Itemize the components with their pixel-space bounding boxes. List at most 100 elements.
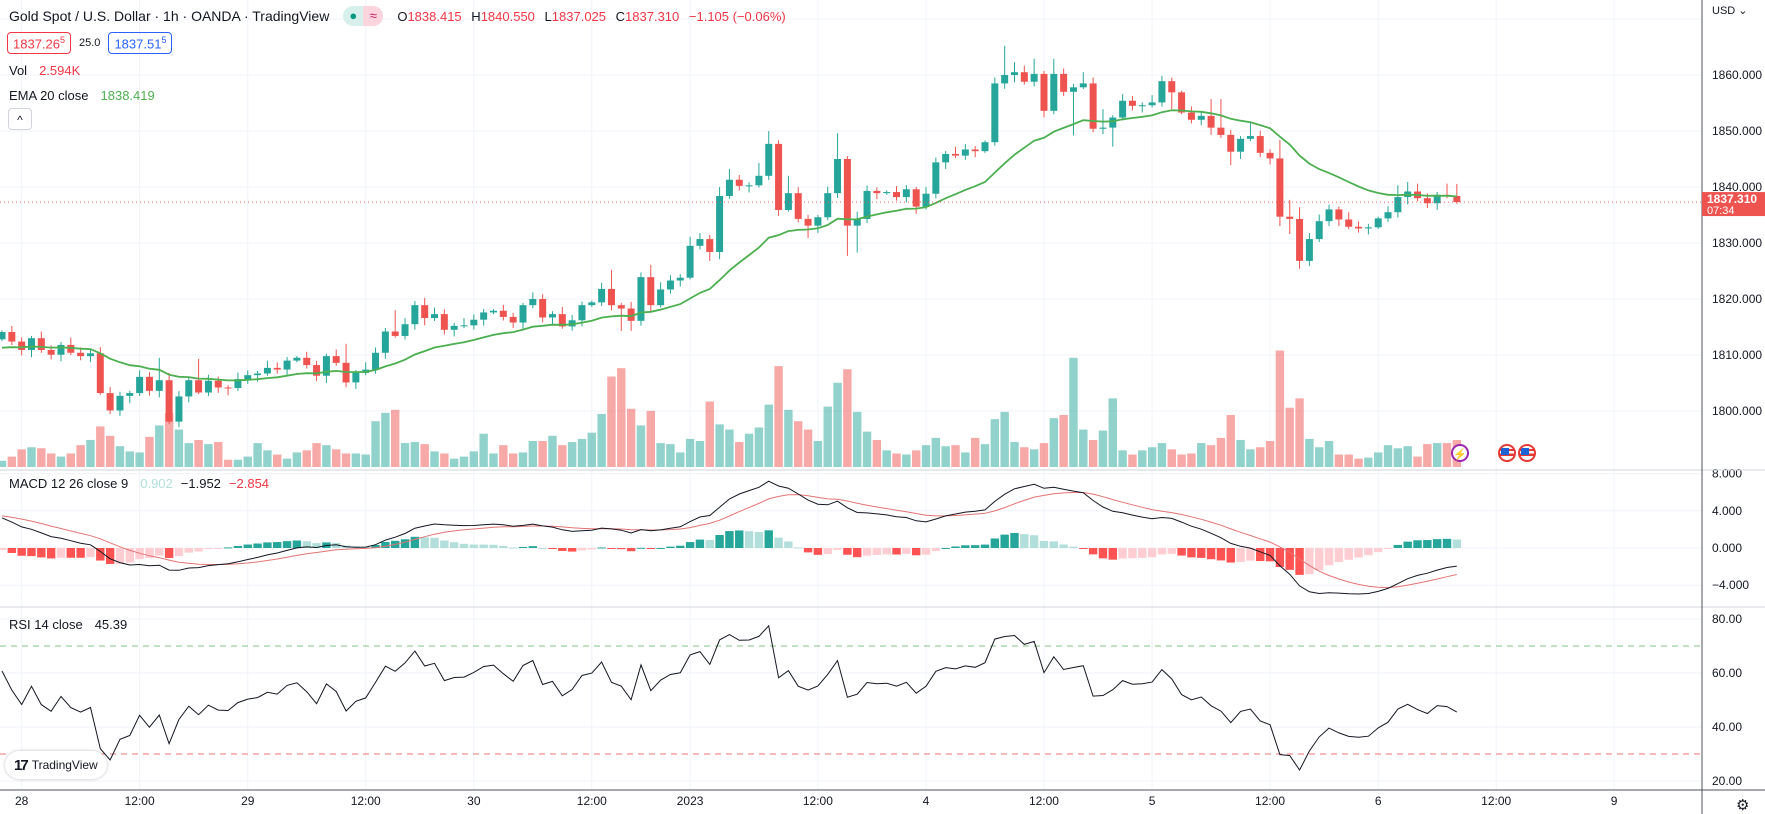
candle [450, 322, 458, 337]
macd-line [1, 480, 1457, 595]
high-label: H [471, 8, 481, 24]
volume-bar [1344, 454, 1353, 467]
candle-body [1276, 158, 1284, 217]
buy-button[interactable]: 1837.515 [108, 32, 173, 55]
currency-selector[interactable]: USD ⌄ [1712, 4, 1748, 17]
candle [8, 326, 16, 346]
candle-body [863, 190, 871, 219]
volume-bar [164, 412, 174, 467]
candle [195, 358, 203, 395]
sell-button[interactable]: 1837.265 [7, 32, 72, 55]
volume-bar [351, 453, 361, 467]
macd-histogram-bar [0, 548, 7, 550]
candle [37, 331, 45, 353]
macd-histogram-bar [27, 548, 36, 557]
candle-body [529, 299, 537, 306]
sell-price-pip: 5 [60, 35, 66, 45]
volume-bar [617, 368, 626, 467]
macd-histogram-bar [449, 542, 459, 548]
candle-body [18, 341, 26, 350]
candle [755, 162, 763, 188]
macd-histogram-bar [37, 548, 46, 558]
change-value: −1.105 (−0.06%) [688, 8, 786, 24]
macd-histogram-bar [764, 530, 773, 548]
candle-body [558, 314, 566, 327]
candle-body [1394, 197, 1402, 213]
candle [1060, 68, 1068, 96]
candle [440, 309, 448, 335]
macd-histogram-bar [597, 547, 606, 549]
volume-bar [1256, 447, 1265, 467]
candle-body [755, 175, 763, 186]
candle-body [96, 353, 104, 394]
volume-legend[interactable]: Vol 2.594K [9, 63, 80, 78]
macd-histogram-bar [695, 539, 705, 548]
macd-signal-line [1, 492, 1457, 589]
candle [342, 343, 350, 388]
event-lightning-icon[interactable]: ⚡ [1451, 444, 1469, 462]
volume-bar [0, 460, 7, 467]
macd-histogram-bar [1256, 548, 1265, 562]
ema-legend[interactable]: EMA 20 close 1838.419 [9, 88, 155, 103]
candle [1119, 94, 1127, 121]
candle-body [8, 332, 16, 342]
candle [804, 214, 812, 238]
candle-body [126, 393, 134, 396]
tradingview-logo[interactable]: 17 TradingView [5, 751, 107, 779]
macd-histogram-bar [56, 548, 66, 558]
open-label: O [397, 8, 408, 24]
candle [1040, 70, 1048, 118]
volume-bar [282, 458, 292, 467]
candle-body [1364, 227, 1372, 229]
candle [303, 351, 311, 369]
macd-histogram-bar [302, 541, 311, 548]
collapse-legend-button[interactable]: ^ [8, 108, 32, 130]
candle [893, 186, 901, 201]
candle-body [1040, 73, 1048, 111]
candle-body [86, 353, 94, 357]
rsi-axis-label: 80.00 [1712, 612, 1742, 626]
volume-bar [341, 453, 351, 467]
candle [1453, 183, 1461, 204]
macd-histogram-bar [567, 548, 577, 552]
rsi-legend[interactable]: RSI 14 close 45.39 [9, 617, 127, 632]
candle-body [981, 142, 989, 152]
chevron-down-icon: ⌄ [1738, 5, 1748, 17]
candle [598, 282, 606, 306]
candle [942, 151, 950, 169]
volume-bar [499, 445, 508, 467]
macd-legend[interactable]: MACD 12 26 close 9 0.902 −1.952 −2.854 [9, 476, 269, 491]
volume-bar [263, 450, 272, 467]
macd-histogram-bar [76, 548, 85, 558]
candle-body [539, 299, 547, 318]
candle-body [1296, 218, 1304, 261]
candle-body [440, 314, 448, 330]
volume-bar [1354, 458, 1363, 467]
candle-body [775, 143, 783, 210]
market-open-icon[interactable]: ● [343, 6, 364, 26]
candle-body [588, 302, 596, 306]
volume-bar [705, 401, 714, 467]
data-delay-icon[interactable]: ≈ [363, 6, 384, 26]
us-flag-event-icon[interactable] [1518, 444, 1536, 462]
symbol-title[interactable]: Gold Spot / U.S. Dollar · 1h · OANDA · T… [9, 8, 330, 24]
volume-bar [764, 404, 773, 467]
candle-body [617, 305, 625, 309]
candle-body [893, 192, 901, 198]
volume-bar [1098, 430, 1108, 467]
macd-histogram-bar [794, 547, 803, 549]
candle-body [666, 280, 674, 290]
macd-histogram-bar [1403, 541, 1412, 548]
sell-price: 1837.26 [13, 36, 60, 52]
gear-icon[interactable]: ⚙ [1736, 797, 1750, 814]
candle [922, 187, 930, 210]
market-status-pills[interactable]: ● ≈ [343, 6, 384, 26]
us-flag-event-icon[interactable] [1498, 444, 1516, 462]
candle [1414, 183, 1422, 202]
candle-body [313, 365, 321, 376]
macd-histogram-bar [1226, 548, 1235, 563]
candle [1266, 149, 1274, 165]
volume-bar [469, 451, 479, 467]
candle-body [971, 149, 979, 152]
